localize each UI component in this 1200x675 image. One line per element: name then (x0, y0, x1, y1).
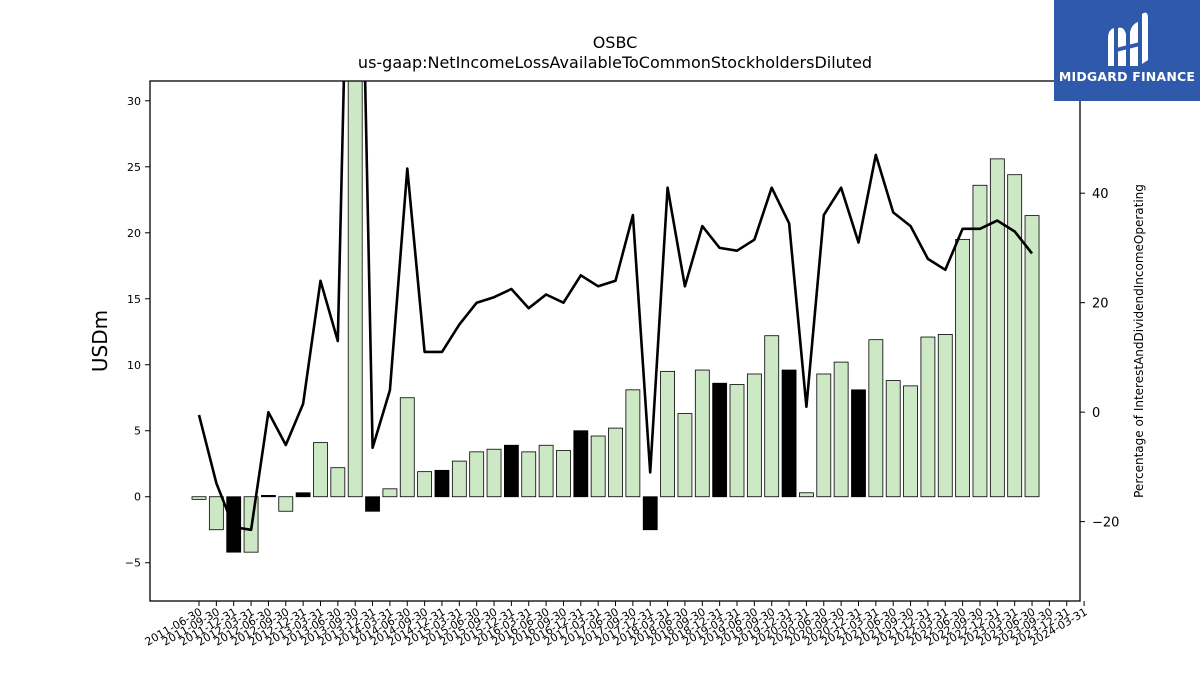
y-axis-label: USDm (88, 310, 112, 372)
bar-2013-09-30 (347, 81, 363, 498)
y-tick-label: 0 (134, 491, 141, 504)
y2-tick-label: 20 (1092, 297, 1109, 312)
bar-2016-03-31 (521, 451, 537, 498)
y-tick-label: 20 (127, 227, 141, 240)
bar-2022-06-30 (955, 238, 971, 498)
bar-2023-06-30 (1024, 215, 1040, 498)
plot-area: −5051015202530−20020402011-06-302011-09-… (125, 80, 1119, 649)
bar-2020-09-30 (833, 361, 849, 498)
bar-2011-06-30 (191, 496, 207, 500)
bar-2022-03-31 (937, 334, 953, 498)
y-tick-label: 5 (134, 425, 141, 438)
y2-axis-label: Percentage of InterestAndDividendIncomeO… (1132, 184, 1146, 498)
bar-2014-09-30 (417, 471, 433, 498)
bar-2015-03-31 (451, 460, 467, 498)
bar-2022-09-30 (972, 184, 988, 498)
bar-2020-06-30 (816, 373, 832, 498)
bar-2013-12-31 (365, 496, 380, 512)
bar-2015-12-31 (503, 444, 519, 498)
bar-2012-06-30 (261, 495, 276, 498)
y2-tick-label: 0 (1092, 406, 1100, 421)
bar-2019-12-31 (781, 369, 797, 498)
y-tick-label: 15 (127, 293, 141, 306)
y-tick-label: 25 (127, 161, 141, 174)
y2-tick-label: 40 (1092, 187, 1109, 202)
bar-2019-06-30 (746, 373, 762, 498)
chart-subtitle: us-gaap:NetIncomeLossAvailableToCommonSt… (358, 53, 872, 72)
midgard-finance-logo: MIDGARD FINANCE (1054, 0, 1200, 101)
bar-2014-03-31 (382, 488, 398, 498)
bar-2012-09-30 (278, 496, 294, 512)
y-tick-label: 10 (127, 359, 141, 372)
bar-2021-06-30 (885, 380, 901, 498)
plot-frame (149, 80, 1081, 602)
bar-2017-09-30 (625, 389, 641, 498)
bar-2018-03-31 (660, 370, 675, 498)
logo-text: MIDGARD FINANCE (1058, 69, 1196, 84)
ratio-line (197, 81, 1034, 532)
bar-2020-03-31 (799, 492, 814, 498)
bar-2018-09-30 (694, 369, 710, 498)
bar-2021-03-31 (868, 339, 884, 498)
y2-tick-label: −20 (1092, 516, 1119, 531)
bar-2017-03-31 (590, 435, 606, 498)
midgard-logo-icon (1108, 12, 1148, 67)
bar-2014-12-31 (434, 469, 450, 498)
bar-2016-09-30 (556, 450, 571, 498)
bar-2015-09-30 (486, 448, 502, 498)
bar-2011-09-30 (208, 496, 224, 531)
bar-2021-09-30 (903, 385, 918, 498)
bar-2020-12-31 (851, 389, 866, 498)
bar-2018-12-31 (712, 382, 728, 498)
bar-2012-12-31 (295, 492, 311, 498)
bar-2017-06-30 (608, 427, 623, 498)
bar-2023-03-31 (1007, 174, 1023, 498)
bar-2017-12-31 (642, 496, 658, 531)
bar-2013-03-31 (313, 442, 328, 498)
bar-2021-12-31 (920, 336, 936, 498)
bar-2019-03-31 (729, 384, 745, 498)
bar-2013-06-30 (330, 467, 346, 498)
bar-2016-12-31 (573, 430, 589, 498)
bar-2019-09-30 (764, 335, 780, 498)
bar-2022-12-31 (989, 158, 1005, 498)
bar-2018-06-30 (677, 413, 693, 498)
plot-marks (191, 81, 1040, 553)
bar-2016-06-30 (538, 444, 554, 498)
y-tick-label: −5 (125, 557, 141, 570)
bar-2015-06-30 (469, 451, 485, 498)
chart-title: OSBC (593, 33, 638, 52)
bar-2014-06-30 (399, 397, 415, 498)
y-tick-label: 30 (127, 95, 141, 108)
